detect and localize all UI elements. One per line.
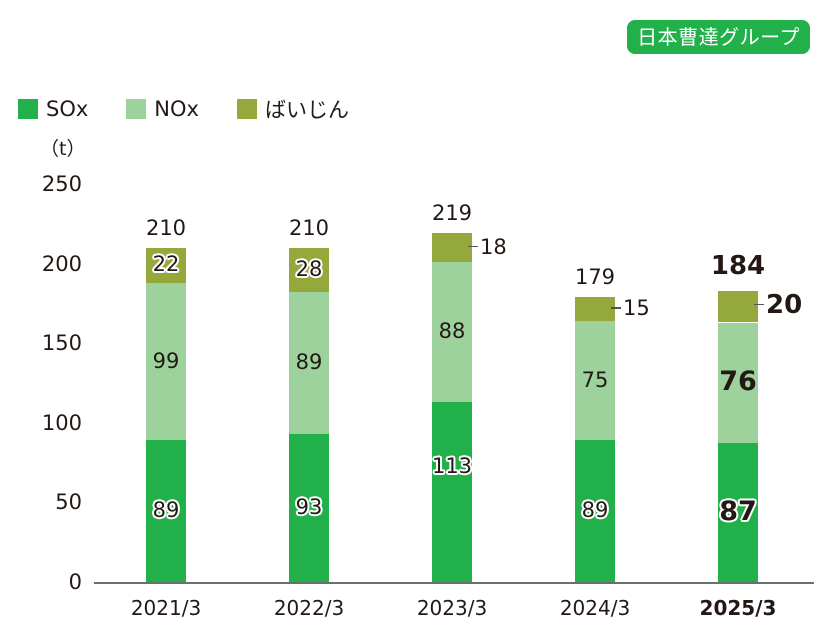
x-axis-line	[94, 582, 814, 584]
legend-item-nox: NOx	[126, 97, 199, 121]
y-axis-unit: （t）	[40, 138, 86, 160]
bar-segment-sox	[718, 443, 758, 582]
segment-value-label: 22	[152, 252, 180, 277]
segment-value-callout: 20	[754, 290, 802, 320]
y-axis-tick: 100	[41, 410, 82, 435]
bar-total-label: 210	[288, 215, 330, 240]
legend-item-sox: SOx	[18, 97, 88, 121]
callout-value: 15	[623, 295, 650, 320]
legend-swatch-nox	[126, 99, 147, 119]
bar-segment-dust	[575, 297, 615, 321]
callout-value: 18	[480, 234, 507, 259]
bar-segment-dust	[432, 233, 472, 262]
legend-swatch-sox	[18, 99, 38, 119]
bar-segment-dust	[146, 247, 186, 283]
bar-segment-sox	[575, 440, 615, 582]
bar-segment-nox	[289, 292, 329, 434]
bar-segment-nox	[575, 320, 615, 441]
segment-value-label: 89	[581, 498, 609, 523]
segment-value-label: 113	[431, 454, 473, 479]
bar-segment-nox	[146, 282, 186, 441]
x-axis-label: 2024/3	[559, 596, 631, 620]
y-axis-tick: 150	[41, 331, 82, 356]
segment-value-label: 87	[719, 495, 757, 527]
group-badge: 日本曹達グループ	[627, 20, 810, 54]
segment-value-label: 89	[295, 350, 323, 375]
legend: SOx NOx ばいじん	[18, 94, 387, 124]
legend-swatch-dust	[236, 99, 257, 119]
bar-total-label: 219	[431, 201, 473, 226]
bar-total-label: 179	[574, 265, 616, 290]
segment-value-label: 88	[438, 319, 466, 344]
y-axis-tick: 200	[41, 251, 82, 276]
bar-segment-nox	[718, 322, 758, 444]
bar-segment-dust	[718, 290, 758, 323]
x-axis-label: 2021/3	[130, 596, 202, 620]
segment-value-callout: 15	[611, 296, 650, 320]
segment-value-callout: 18	[468, 235, 507, 259]
x-axis-label: 2025/3	[699, 596, 777, 620]
legend-item-dust: ばいじん	[236, 94, 349, 124]
legend-label: NOx	[154, 97, 199, 121]
segment-value-label: 93	[295, 494, 323, 519]
bar-segment-dust	[289, 247, 329, 293]
callout-leader-line	[754, 303, 764, 306]
callout-value: 20	[766, 289, 803, 320]
legend-label: SOx	[46, 97, 89, 121]
bar-segment-sox	[146, 440, 186, 582]
callout-leader-line	[611, 307, 621, 309]
y-axis-tick: 0	[68, 570, 82, 594]
bar-segment-sox	[289, 433, 329, 582]
segment-value-label: 75	[581, 367, 609, 392]
segment-value-label: 89	[152, 498, 180, 523]
x-axis-label: 2022/3	[273, 596, 345, 620]
segment-value-label: 99	[152, 348, 180, 373]
y-axis-tick: 250	[41, 172, 82, 196]
bar-segment-nox	[432, 262, 472, 403]
bar-total-label: 210	[145, 215, 187, 240]
y-axis-tick: 50	[55, 490, 82, 515]
bar-segment-sox	[432, 402, 472, 582]
segment-value-label: 76	[719, 366, 757, 397]
x-axis-label: 2023/3	[416, 596, 488, 620]
callout-leader-line	[468, 245, 478, 248]
segment-value-label: 28	[295, 256, 323, 281]
legend-label: ばいじん	[264, 98, 349, 122]
bar-total-label: 184	[710, 251, 766, 282]
